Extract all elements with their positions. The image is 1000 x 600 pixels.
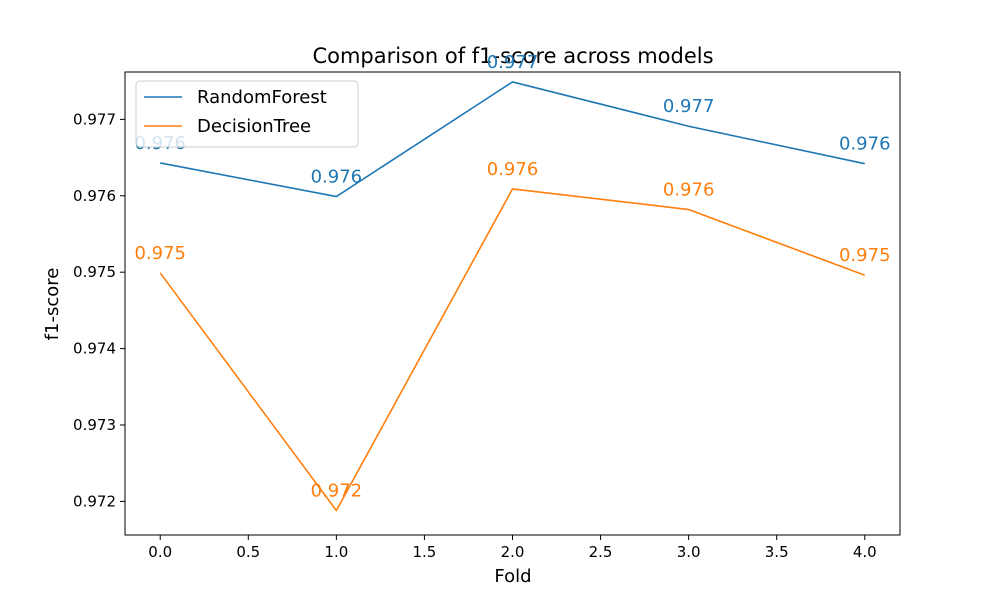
chart-title: Comparison of f1-score across models [312,44,713,68]
x-tick-label: 3.0 [677,543,701,561]
x-axis: 0.0 0.5 1.0 1.5 2.0 2.5 3.0 3.5 4.0 [148,535,877,561]
plot-area: 0.976 0.976 0.977 0.977 0.976 0.975 0.972 0.976… [134,52,891,512]
data-label: 0.972 [311,481,363,502]
series-line-decisiontree [159,188,866,512]
y-tick-label: 0.975 [73,263,116,281]
x-tick-label: 0.0 [148,543,172,561]
data-label: 0.976 [663,180,715,201]
legend-entry: RandomForest [197,87,327,108]
legend-box [135,80,359,148]
data-label: 0.977 [663,96,715,117]
x-tick-label: 1.5 [413,543,437,561]
x-tick-label: 0.5 [236,543,260,561]
y-tick-label: 0.976 [73,187,116,205]
data-label: 0.977 [487,52,539,73]
x-tick-label: 3.5 [765,543,789,561]
y-tick-label: 0.977 [73,110,116,128]
legend: RandomForest DecisionTree [135,80,359,148]
y-tick-label: 0.974 [73,340,116,358]
y-axis: 0.972 0.973 0.974 0.975 0.976 0.977 [73,110,125,510]
data-label: 0.976 [487,159,539,180]
y-tick-label: 0.973 [73,416,116,434]
data-label: 0.976 [311,167,363,188]
data-label: 0.975 [134,243,186,264]
y-tick-label: 0.972 [73,492,116,510]
data-label: 0.975 [839,245,891,266]
x-tick-label: 2.5 [589,543,613,561]
x-tick-label: 1.0 [324,543,348,561]
x-tick-label: 4.0 [853,543,877,561]
legend-entry: DecisionTree [197,116,311,137]
y-axis-title: f1-score [42,268,63,341]
x-tick-label: 2.0 [501,543,525,561]
x-axis-title: Fold [494,566,531,587]
series-line-randomforest [160,81,865,198]
data-label: 0.976 [839,134,891,155]
